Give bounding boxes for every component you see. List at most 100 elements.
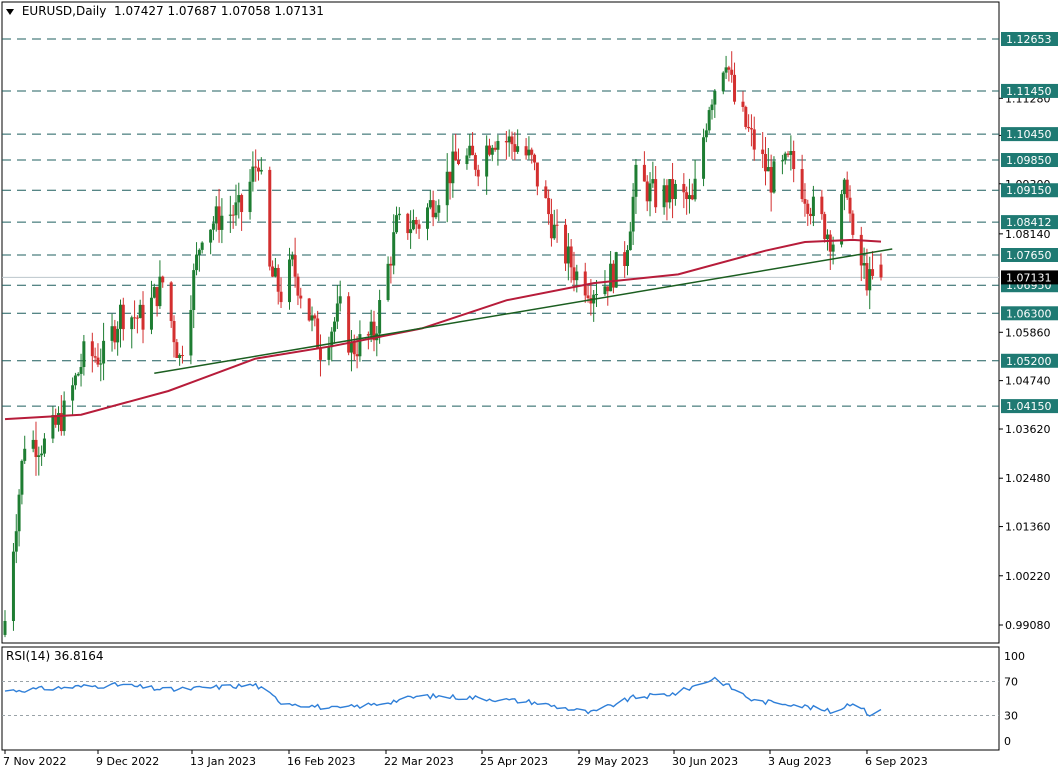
candle-body [110,326,114,341]
candle-body [651,179,655,184]
candle-body [603,286,607,295]
candle [851,210,855,239]
candle-body [671,179,675,200]
candle [806,199,810,226]
candle-body [192,270,196,310]
candle-body [631,196,635,232]
current-price-label: 1.07131 [1006,271,1052,284]
candle-body [414,219,418,225]
candle-body [372,321,376,341]
candle [54,408,58,428]
candle-body [406,213,410,234]
candle [240,193,244,231]
candle-body [57,413,61,425]
candle [214,196,218,232]
candle [287,247,291,310]
candle [747,114,751,132]
candle [879,253,883,281]
candle [121,297,125,341]
candle-body [268,169,272,267]
candle-body [510,136,514,145]
candle-body [209,229,213,243]
candle-body [487,145,491,155]
candle-body [668,179,672,203]
candle-body [392,232,396,266]
candle-body [544,186,548,199]
candle-body [73,375,77,386]
candle-body [395,215,399,233]
candle-body [485,145,489,177]
candle [79,353,83,387]
candle-body [200,242,204,250]
candle-body [335,303,339,322]
level-price-tag [1001,353,1058,368]
candle-body [862,263,866,266]
candle [268,166,272,271]
candle [535,162,539,196]
candle [189,295,193,365]
candle [473,152,477,177]
candle [662,178,666,215]
candle-body [426,207,430,229]
candle-body [54,415,58,425]
candle-body [823,214,827,240]
candle [96,343,100,368]
rsi-indicator: 100 70 30 0 [2,650,1025,748]
candle-body [800,169,804,200]
level-price-tag [1001,399,1058,414]
candle-body [471,145,475,156]
candle-body [566,246,570,264]
candle-body [138,304,142,318]
candle-body [476,169,480,177]
candle-body [741,101,745,107]
candle-body [82,341,86,368]
candle [23,435,27,464]
candle-body [316,318,320,349]
candle-body [231,214,235,216]
candle [493,141,497,152]
candle-body [257,167,261,172]
candle-body [431,200,435,218]
candle-body [417,224,421,229]
candle [71,377,75,416]
candle-body [428,200,432,208]
candle-body [828,234,832,252]
chart-header[interactable]: EURUSD,Daily 1.07427 1.07687 1.07058 1.0… [6,4,324,18]
candle-body [662,185,666,208]
candle [445,153,449,223]
candle-body [769,167,773,193]
y-tick-label: 1.04740 [1005,375,1051,388]
dropdown-arrow-icon[interactable] [6,8,14,15]
candle [352,334,356,361]
candle-body [465,155,469,165]
symbol-timeframe: EURUSD,Daily [21,4,107,18]
candle-body [180,355,184,357]
candle [628,221,632,251]
candle-body [628,231,632,251]
candle-body [445,171,449,206]
candle [448,171,452,200]
candle [668,179,672,209]
x-tick-label: 16 Feb 2023 [287,755,355,768]
candle [279,277,283,309]
candle-body [648,183,652,202]
candle-body [71,385,75,401]
candle-body [533,154,537,163]
candle [682,173,686,209]
candle [99,348,103,382]
candle [769,154,773,212]
candle [772,156,776,194]
candle-body [848,197,852,214]
candle [848,185,852,222]
candle [800,154,804,203]
candle-body [820,196,824,215]
candle-body [879,264,883,278]
candle [259,157,263,175]
candle-body [724,67,728,73]
candle [533,153,537,171]
candle [454,133,458,161]
candle [318,334,322,377]
candle [673,179,677,206]
candle-body [214,206,218,224]
